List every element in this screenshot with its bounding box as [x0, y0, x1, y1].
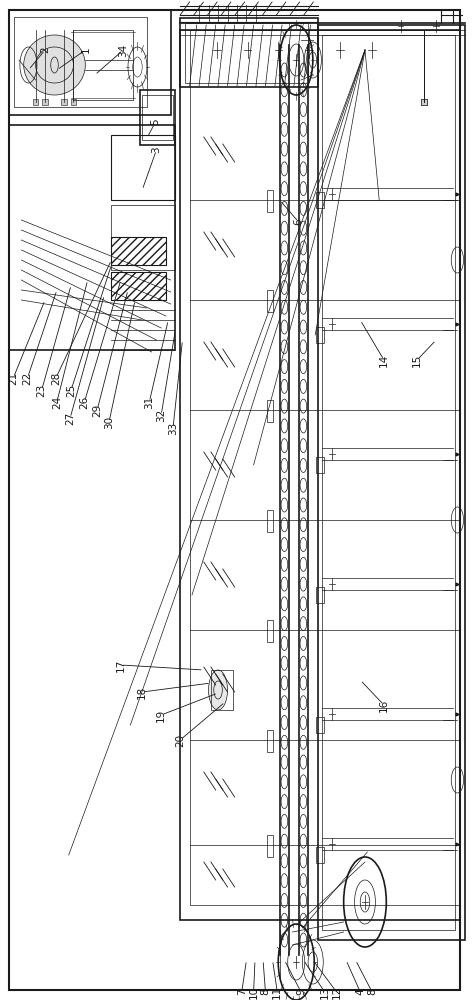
Bar [61, 99, 67, 105]
Bar [322, 35, 455, 930]
Bar [111, 135, 175, 200]
Text: 33: 33 [168, 421, 178, 435]
Bar [267, 835, 273, 857]
Text: 20: 20 [175, 733, 185, 747]
Bar [421, 99, 427, 105]
Bar [185, 23, 308, 83]
Text: 30: 30 [104, 415, 114, 429]
Bar [140, 90, 175, 145]
Circle shape [209, 670, 228, 710]
Bar [9, 125, 175, 350]
Text: 1: 1 [80, 47, 91, 53]
Bar [267, 400, 273, 422]
Bar [267, 190, 273, 212]
Bar [180, 30, 460, 920]
Text: 32: 32 [156, 408, 166, 422]
Bar [316, 717, 324, 733]
Text: 12: 12 [331, 985, 342, 999]
Text: 22: 22 [22, 371, 33, 385]
Bar [318, 25, 465, 940]
Text: 18: 18 [137, 685, 147, 699]
Bar [421, 99, 427, 105]
Bar [267, 730, 273, 752]
Text: 31: 31 [144, 395, 155, 409]
Bar [421, 99, 427, 105]
Bar [33, 99, 38, 105]
Text: 15: 15 [412, 353, 422, 367]
Bar [267, 290, 273, 312]
Text: 8: 8 [367, 989, 377, 995]
Text: 11: 11 [272, 985, 283, 999]
Text: 21: 21 [8, 371, 18, 385]
Bar [316, 327, 324, 343]
Bar [14, 17, 147, 107]
Bar [73, 30, 133, 100]
Text: 4: 4 [355, 989, 365, 995]
Text: 10: 10 [248, 985, 259, 999]
Bar [111, 237, 166, 265]
Bar [111, 205, 175, 270]
Text: 6: 6 [293, 219, 304, 225]
Bar [316, 457, 324, 473]
Text: 8: 8 [260, 989, 271, 995]
Text: 7: 7 [237, 989, 247, 995]
Bar [42, 99, 48, 105]
Bar [71, 99, 76, 105]
Bar [211, 670, 233, 710]
Text: 23: 23 [36, 383, 47, 397]
Text: 29: 29 [92, 403, 102, 417]
Bar [190, 30, 460, 905]
Bar [421, 99, 427, 105]
Bar [267, 510, 273, 532]
Text: 26: 26 [79, 395, 90, 409]
Bar [142, 95, 173, 140]
Text: 5: 5 [150, 119, 161, 125]
Text: 24: 24 [52, 395, 62, 409]
Bar [180, 18, 318, 87]
Text: 3: 3 [151, 147, 162, 153]
Bar [316, 847, 324, 863]
Text: 13: 13 [319, 985, 330, 999]
Bar [267, 620, 273, 642]
Text: 34: 34 [118, 43, 128, 57]
Bar [111, 272, 166, 300]
Text: 14: 14 [379, 353, 389, 367]
Text: 28: 28 [51, 371, 61, 385]
Bar [316, 192, 324, 208]
Text: 19: 19 [156, 708, 166, 722]
Text: 2: 2 [40, 47, 50, 53]
Bar [316, 587, 324, 603]
Ellipse shape [24, 35, 85, 95]
Bar [9, 10, 171, 115]
Text: 27: 27 [65, 411, 75, 425]
Text: 25: 25 [66, 383, 76, 397]
Text: 17: 17 [116, 658, 126, 672]
Text: 16: 16 [379, 698, 389, 712]
Text: 9: 9 [296, 989, 306, 995]
